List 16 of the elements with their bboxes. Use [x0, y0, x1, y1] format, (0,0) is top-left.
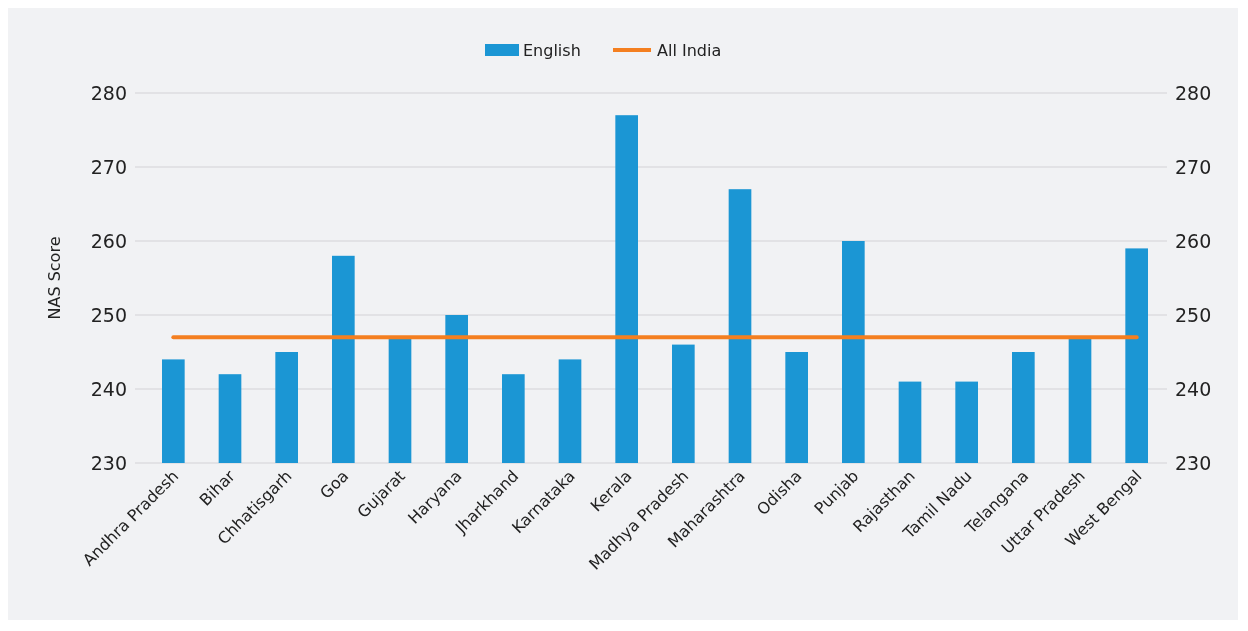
y-tick-label: 240 [90, 377, 127, 400]
y-tick-label: 250 [90, 303, 127, 326]
y2-tick-label: 240 [1175, 377, 1212, 400]
y2-tick-label: 230 [1175, 451, 1212, 474]
legend-label: English [523, 40, 581, 60]
y-tick-label: 230 [90, 451, 127, 474]
x-tick-label: Goa [316, 466, 353, 503]
y-tick-label: 270 [90, 155, 127, 178]
y2-tick-label: 270 [1175, 155, 1212, 178]
y2-tick-label: 280 [1175, 81, 1212, 104]
y-tick-label: 260 [90, 229, 127, 252]
y2-tick-label: 250 [1175, 303, 1212, 326]
y2-tick-label: 260 [1175, 229, 1212, 252]
y-tick-label: 280 [90, 81, 127, 104]
legend-label: All India [657, 40, 722, 60]
y-axis-title: NAS Score [45, 236, 64, 320]
